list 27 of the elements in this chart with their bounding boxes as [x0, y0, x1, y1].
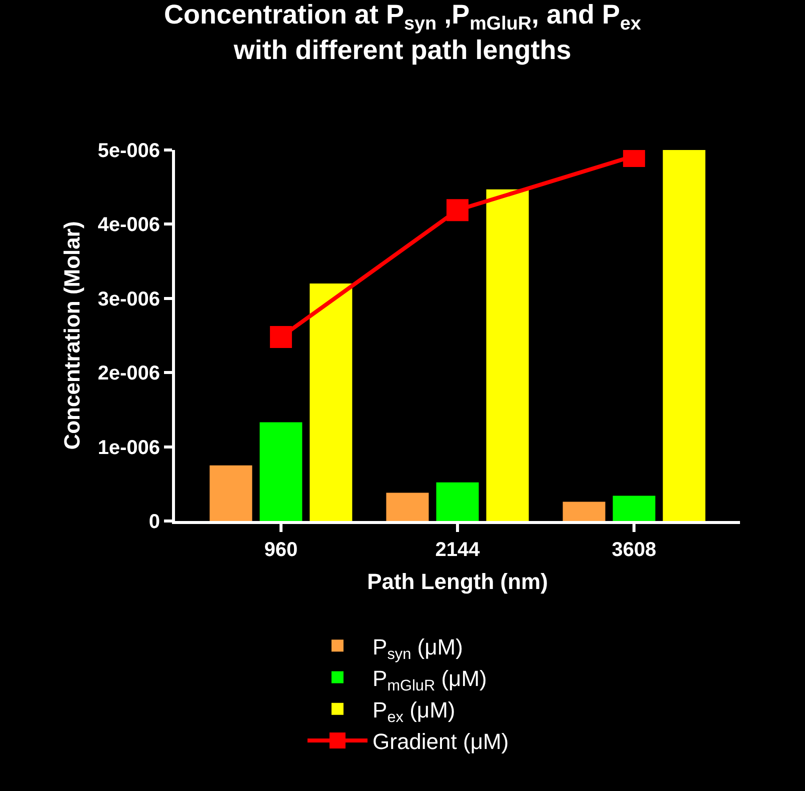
bar [662, 150, 706, 521]
bar [210, 465, 252, 521]
x-tick-label: 2144 [435, 539, 481, 561]
bar [486, 189, 529, 521]
bar [562, 502, 606, 521]
y-axis-title: Concentration (Molar) [60, 221, 85, 450]
y-tick-label: 4e-006 [98, 214, 160, 236]
point [270, 326, 292, 348]
point [446, 199, 468, 222]
y-tick-label: 3e-006 [98, 288, 160, 310]
bar [386, 492, 429, 521]
bar [612, 496, 656, 521]
x-tick-label: 960 [264, 539, 298, 561]
bar [310, 284, 352, 521]
legend-label: P$_{ex}$ (μM) [372, 697, 456, 726]
y-tick-label: 5e-006 [98, 140, 160, 162]
legend-label: Gradient (μM) [372, 729, 509, 754]
bar [436, 482, 479, 521]
legend-label: P$_{mGluR}$ (μM) [372, 666, 487, 694]
chart-title: Concentration at P$_{syn}$ ,P$_{mGluR}$, and P$_{ex}$ with different path lengths [164, 0, 642, 65]
x-tick-label: 3608 [612, 539, 656, 561]
y-tick-label: 1e-006 [98, 436, 160, 459]
bar [260, 422, 302, 521]
legend-label: P$_{syn}$ (μM) [372, 634, 463, 663]
y-tick-label: 0 [148, 511, 160, 533]
x-axis-title: Path Length (nm) [367, 568, 548, 594]
y-tick-label: 2e-006 [98, 362, 160, 385]
